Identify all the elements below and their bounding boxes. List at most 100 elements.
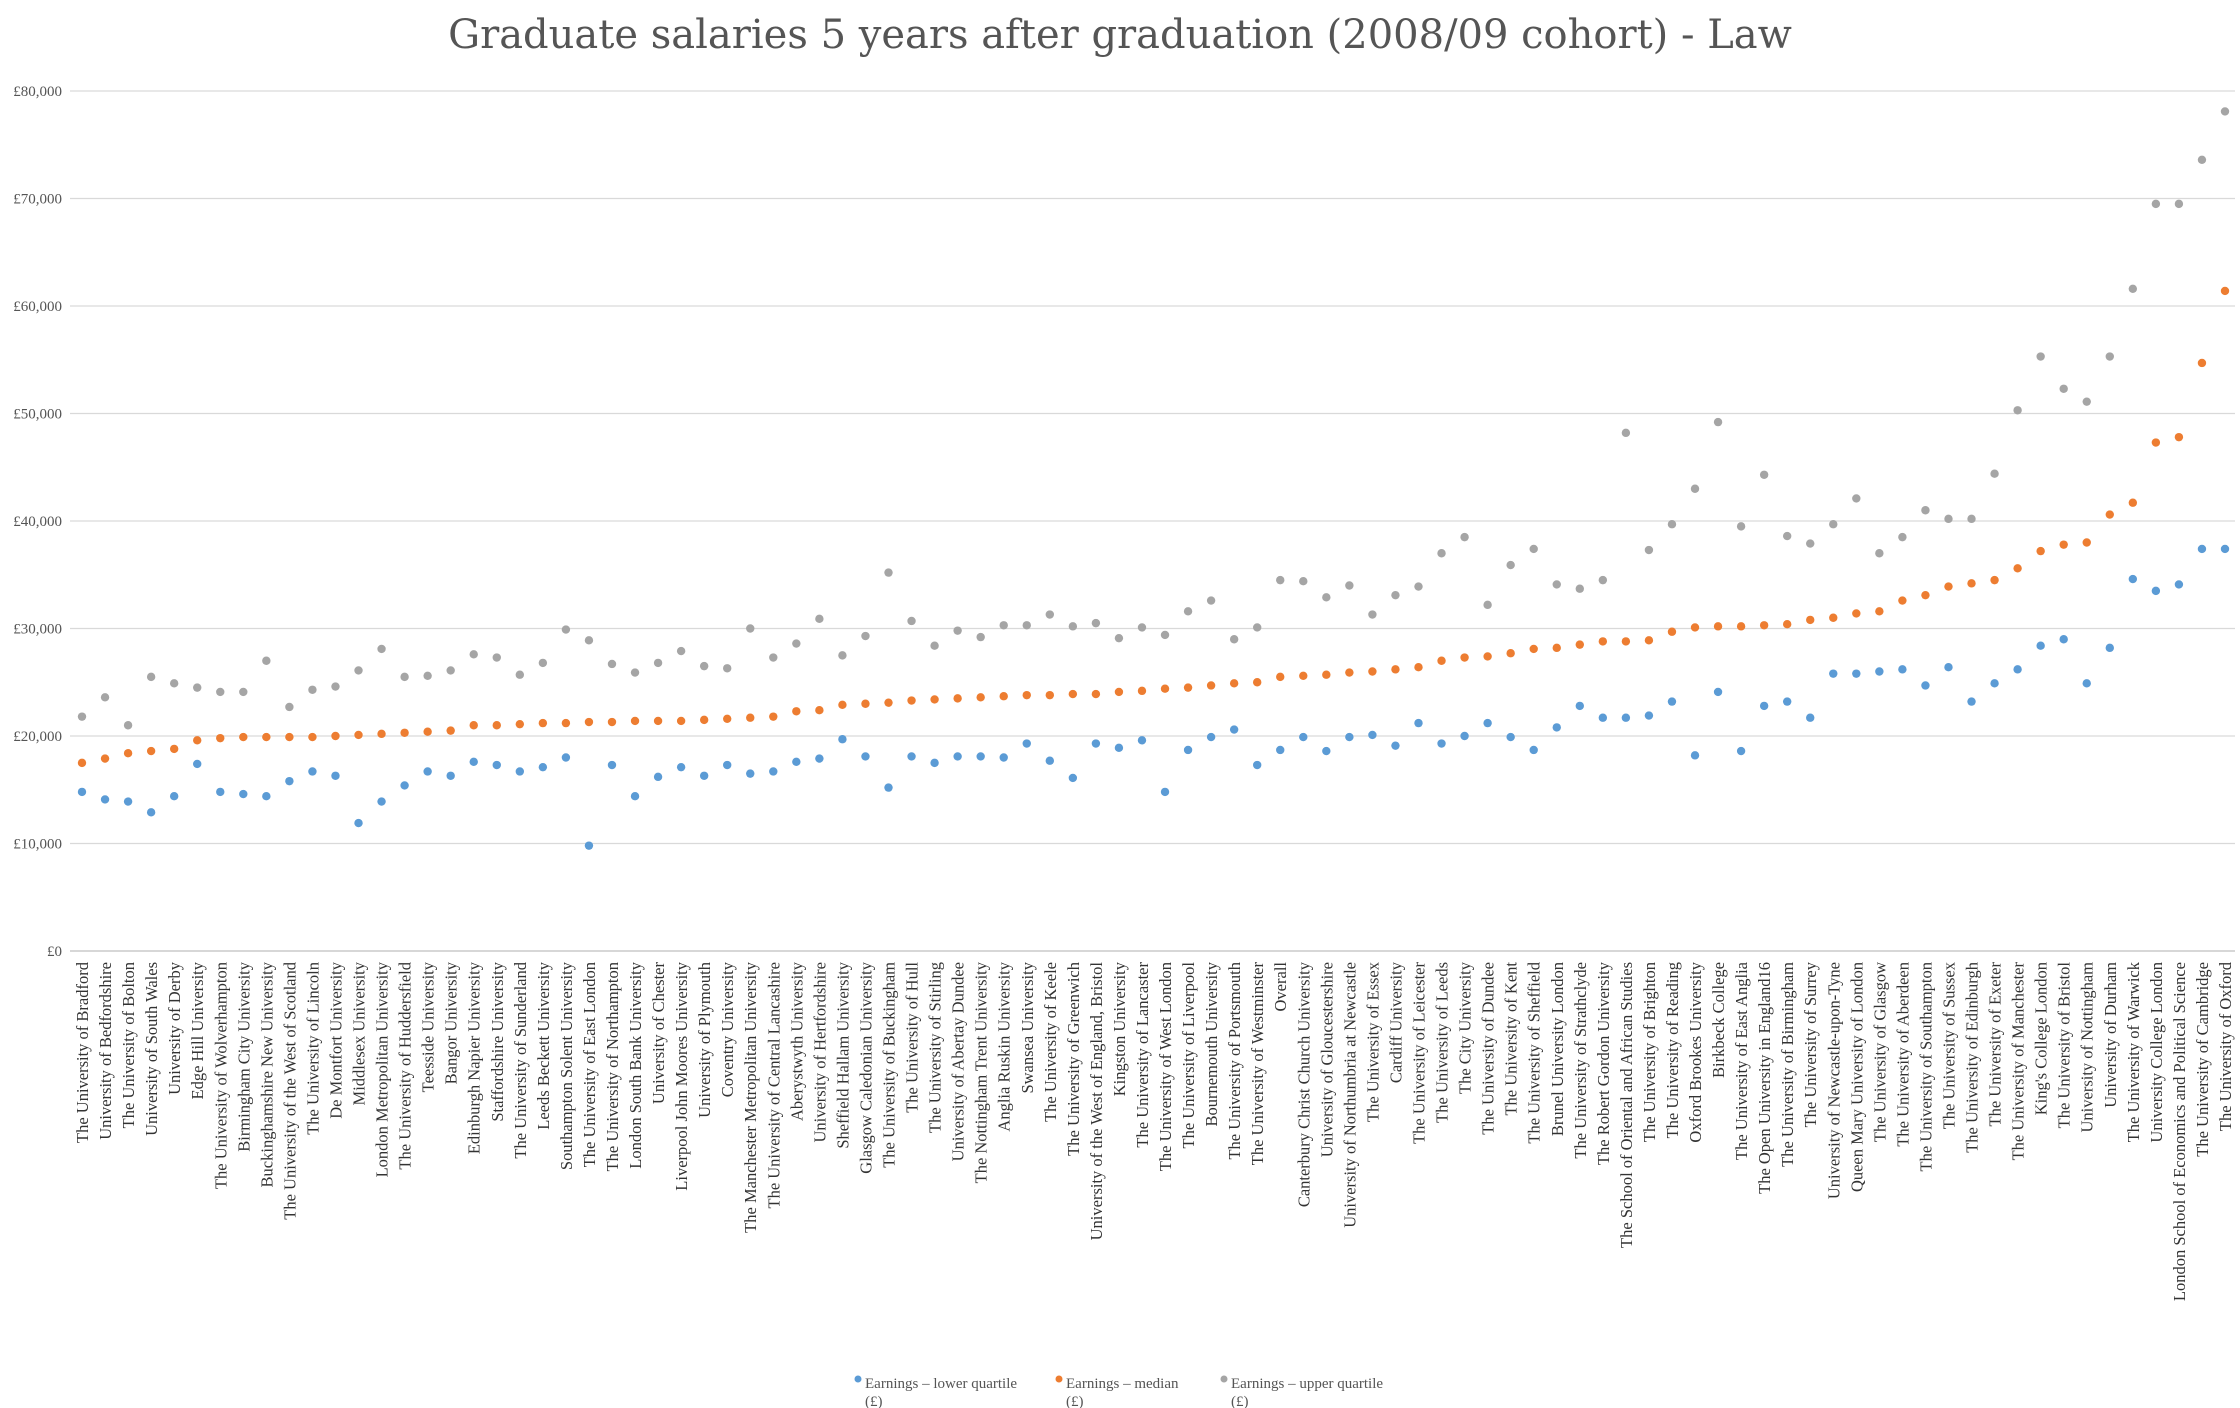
x-tick-label: The University of Hull bbox=[903, 962, 922, 1113]
point-lower-quartile bbox=[1068, 773, 1078, 783]
point-upper-quartile bbox=[1483, 600, 1492, 610]
x-tick-label: University of Durham bbox=[2101, 962, 2120, 1108]
x-tick-label: The School of Oriental and African Studi… bbox=[1617, 962, 1636, 1248]
point-median bbox=[446, 726, 455, 735]
point-lower-quartile bbox=[1921, 681, 1930, 690]
point-median bbox=[1575, 640, 1584, 649]
point-lower-quartile bbox=[1322, 746, 1331, 756]
y-tick-label: £80,000 bbox=[13, 84, 62, 100]
x-tick-label: University of Northumbria at Newcastle bbox=[1340, 962, 1359, 1228]
point-upper-quartile bbox=[1967, 514, 1976, 524]
point-median bbox=[1252, 678, 1262, 687]
point-upper-quartile bbox=[2013, 406, 2022, 415]
point-median bbox=[1114, 687, 1124, 697]
point-lower-quartile bbox=[1368, 730, 1377, 740]
x-tick-label: The University of Huddersfield bbox=[396, 961, 415, 1169]
point-median bbox=[1736, 622, 1746, 631]
point-median bbox=[792, 707, 801, 716]
point-median bbox=[1621, 637, 1631, 646]
point-median bbox=[1829, 613, 1838, 622]
point-upper-quartile bbox=[699, 661, 709, 671]
point-upper-quartile bbox=[1137, 623, 1147, 632]
point-median bbox=[1506, 649, 1515, 658]
point-upper-quartile bbox=[838, 651, 847, 660]
x-tick-label: The Nottingham Trent University bbox=[972, 961, 991, 1183]
x-tick-label: University of Plymouth bbox=[695, 961, 714, 1118]
point-median bbox=[1759, 621, 1769, 630]
x-tick-label: Liverpool John Moores University bbox=[672, 961, 691, 1190]
x-axis: The University of Bradford University of … bbox=[73, 961, 2235, 1301]
point-upper-quartile bbox=[2197, 155, 2207, 164]
point-lower-quartile bbox=[492, 760, 501, 770]
x-tick-label: The University of Strathclyde bbox=[1571, 962, 1590, 1159]
point-median bbox=[1183, 683, 1193, 692]
point-upper-quartile bbox=[792, 639, 801, 648]
y-tick-label: £10,000 bbox=[13, 837, 62, 853]
legend-label-lower-quartile: Earnings – lower quartile (£) bbox=[865, 1376, 1017, 1408]
point-upper-quartile bbox=[1252, 623, 1262, 632]
point-lower-quartile bbox=[953, 752, 962, 761]
point-lower-quartile bbox=[884, 783, 893, 792]
point-median bbox=[884, 698, 893, 707]
point-lower-quartile bbox=[1414, 718, 1423, 728]
point-lower-quartile bbox=[1483, 718, 1492, 728]
point-lower-quartile bbox=[239, 789, 248, 799]
point-upper-quartile bbox=[1552, 580, 1561, 589]
point-median bbox=[1068, 689, 1078, 699]
x-tick-label: The University of Leicester bbox=[1409, 961, 1428, 1143]
point-upper-quartile bbox=[193, 683, 202, 692]
point-median bbox=[930, 695, 939, 704]
point-median bbox=[1345, 668, 1354, 677]
point-upper-quartile bbox=[262, 656, 271, 665]
point-upper-quartile bbox=[1575, 584, 1584, 593]
x-tick-label: Sheffield Hallam University bbox=[833, 961, 852, 1148]
point-median bbox=[1875, 607, 1884, 616]
x-tick-label: Edge Hill University bbox=[188, 961, 207, 1099]
chart-title: Graduate salaries 5 years after graduati… bbox=[448, 12, 1792, 58]
point-lower-quartile bbox=[146, 808, 156, 817]
point-upper-quartile bbox=[515, 670, 525, 679]
x-tick-label: The University of Greenwich bbox=[1064, 961, 1083, 1156]
point-median bbox=[1990, 575, 1999, 585]
point-median bbox=[607, 717, 617, 727]
point-median bbox=[2013, 564, 2022, 573]
x-tick-label: The University of East London bbox=[580, 962, 599, 1167]
point-upper-quartile bbox=[377, 644, 386, 654]
point-lower-quartile bbox=[2105, 643, 2114, 653]
point-lower-quartile bbox=[1045, 756, 1055, 765]
point-median bbox=[2059, 540, 2068, 549]
x-tick-label: The Open University in England16 bbox=[1755, 962, 1774, 1194]
x-tick-label: The University of Central Lancashire bbox=[764, 962, 783, 1209]
point-lower-quartile bbox=[1160, 787, 1170, 797]
point-lower-quartile bbox=[1644, 711, 1654, 720]
point-upper-quartile bbox=[815, 614, 824, 624]
x-tick-label: Kingston University bbox=[1110, 961, 1129, 1096]
x-tick-label: The University of Essex bbox=[1363, 961, 1382, 1122]
point-upper-quartile bbox=[653, 658, 663, 668]
x-tick-label: The University of Sunderland bbox=[511, 961, 530, 1158]
point-upper-quartile bbox=[1806, 539, 1815, 548]
point-upper-quartile bbox=[1160, 630, 1170, 640]
x-tick-label: The University of Bristol bbox=[2055, 962, 2074, 1129]
legend-label-upper-quartile: Earnings – upper quartile (£) bbox=[1231, 1376, 1383, 1408]
point-lower-quartile bbox=[861, 752, 870, 761]
point-lower-quartile bbox=[446, 771, 455, 780]
x-tick-label: The University of Westminster bbox=[1248, 962, 1267, 1166]
point-upper-quartile bbox=[861, 631, 870, 641]
x-tick-label: Leeds Beckett University bbox=[534, 961, 553, 1129]
x-tick-label: Edinburgh Napier University bbox=[465, 961, 484, 1154]
x-tick-label: University of Gloucestershire bbox=[1317, 962, 1336, 1157]
point-lower-quartile bbox=[769, 767, 778, 776]
point-median bbox=[1598, 637, 1608, 646]
point-median bbox=[1045, 690, 1055, 700]
x-tick-label: The University of Southampton bbox=[1916, 962, 1935, 1171]
x-tick-label: The University of Lancaster bbox=[1133, 962, 1152, 1148]
y-tick-label: £0 bbox=[47, 944, 62, 960]
y-tick-label: £50,000 bbox=[13, 407, 62, 423]
point-median bbox=[1137, 686, 1147, 696]
x-tick-label: The University of East Anglia bbox=[1732, 961, 1751, 1160]
point-lower-quartile bbox=[699, 771, 709, 780]
x-tick-label: University of the West of England, Brist… bbox=[1087, 962, 1106, 1241]
point-lower-quartile bbox=[400, 781, 409, 790]
point-median bbox=[1921, 590, 1930, 600]
